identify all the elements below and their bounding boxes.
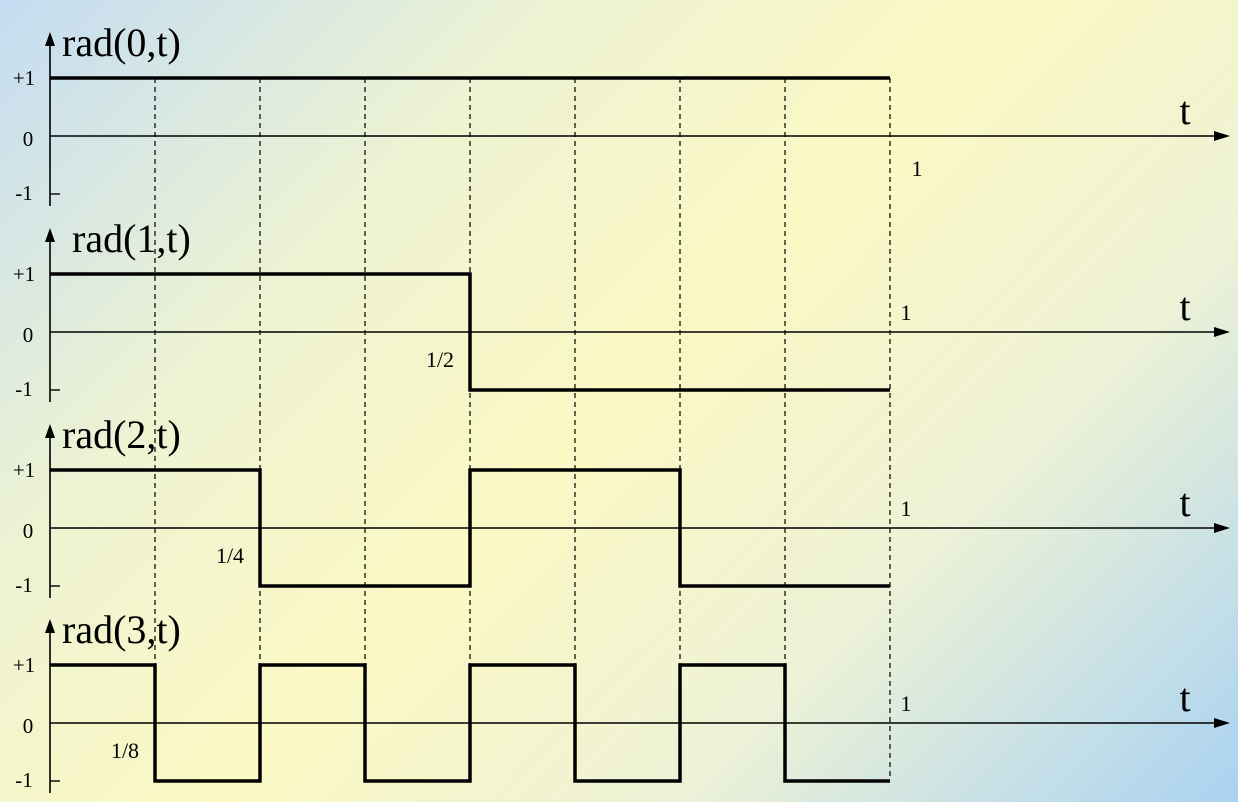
panel-title: rad(3,t) bbox=[62, 607, 181, 652]
t-axis-label: t bbox=[1179, 480, 1190, 525]
t-axis-label: t bbox=[1179, 675, 1190, 720]
y-tick-label-plus-one: +1 bbox=[13, 262, 35, 286]
t-end-label: 1 bbox=[901, 691, 912, 716]
t-axis-arrow-icon bbox=[1214, 718, 1230, 728]
y-tick-label-plus-one: +1 bbox=[13, 458, 35, 482]
y-tick-label-minus-one: -1 bbox=[15, 573, 33, 597]
y-tick-label-minus-one: -1 bbox=[15, 377, 33, 401]
t-end-label: 1 bbox=[901, 496, 912, 521]
y-tick-label-minus-one: -1 bbox=[15, 768, 33, 792]
waveform bbox=[50, 468, 890, 588]
panel-title: rad(0,t) bbox=[62, 20, 181, 65]
t-end-label: 1 bbox=[901, 300, 912, 325]
y-tick-label-zero: 0 bbox=[23, 519, 34, 543]
t-axis-arrow-icon bbox=[1214, 523, 1230, 533]
y-tick-label-zero: 0 bbox=[23, 714, 34, 738]
waveform bbox=[50, 272, 890, 392]
panel-title: rad(1,t) bbox=[72, 216, 191, 261]
crossing-label: 1/8 bbox=[111, 738, 139, 763]
y-tick-label-zero: 0 bbox=[23, 127, 34, 151]
y-axis-arrow-icon bbox=[45, 424, 55, 438]
waveform bbox=[50, 663, 890, 783]
y-tick-label-zero: 0 bbox=[23, 323, 34, 347]
t-axis-label: t bbox=[1179, 284, 1190, 329]
t-axis-arrow-icon bbox=[1214, 327, 1230, 337]
crossing-label: 1/2 bbox=[426, 347, 454, 372]
t-axis-label: t bbox=[1179, 88, 1190, 133]
crossing-label: 1/4 bbox=[216, 543, 244, 568]
y-axis-arrow-icon bbox=[45, 32, 55, 46]
y-axis-arrow-icon bbox=[45, 619, 55, 633]
t-axis-arrow-icon bbox=[1214, 131, 1230, 141]
t-end-label: 1 bbox=[912, 156, 923, 181]
y-tick-label-plus-one: +1 bbox=[13, 66, 35, 90]
y-tick-label-plus-one: +1 bbox=[13, 653, 35, 677]
panel-title: rad(2,t) bbox=[62, 412, 181, 457]
y-tick-label-minus-one: -1 bbox=[15, 181, 33, 205]
y-axis-arrow-icon bbox=[45, 228, 55, 242]
